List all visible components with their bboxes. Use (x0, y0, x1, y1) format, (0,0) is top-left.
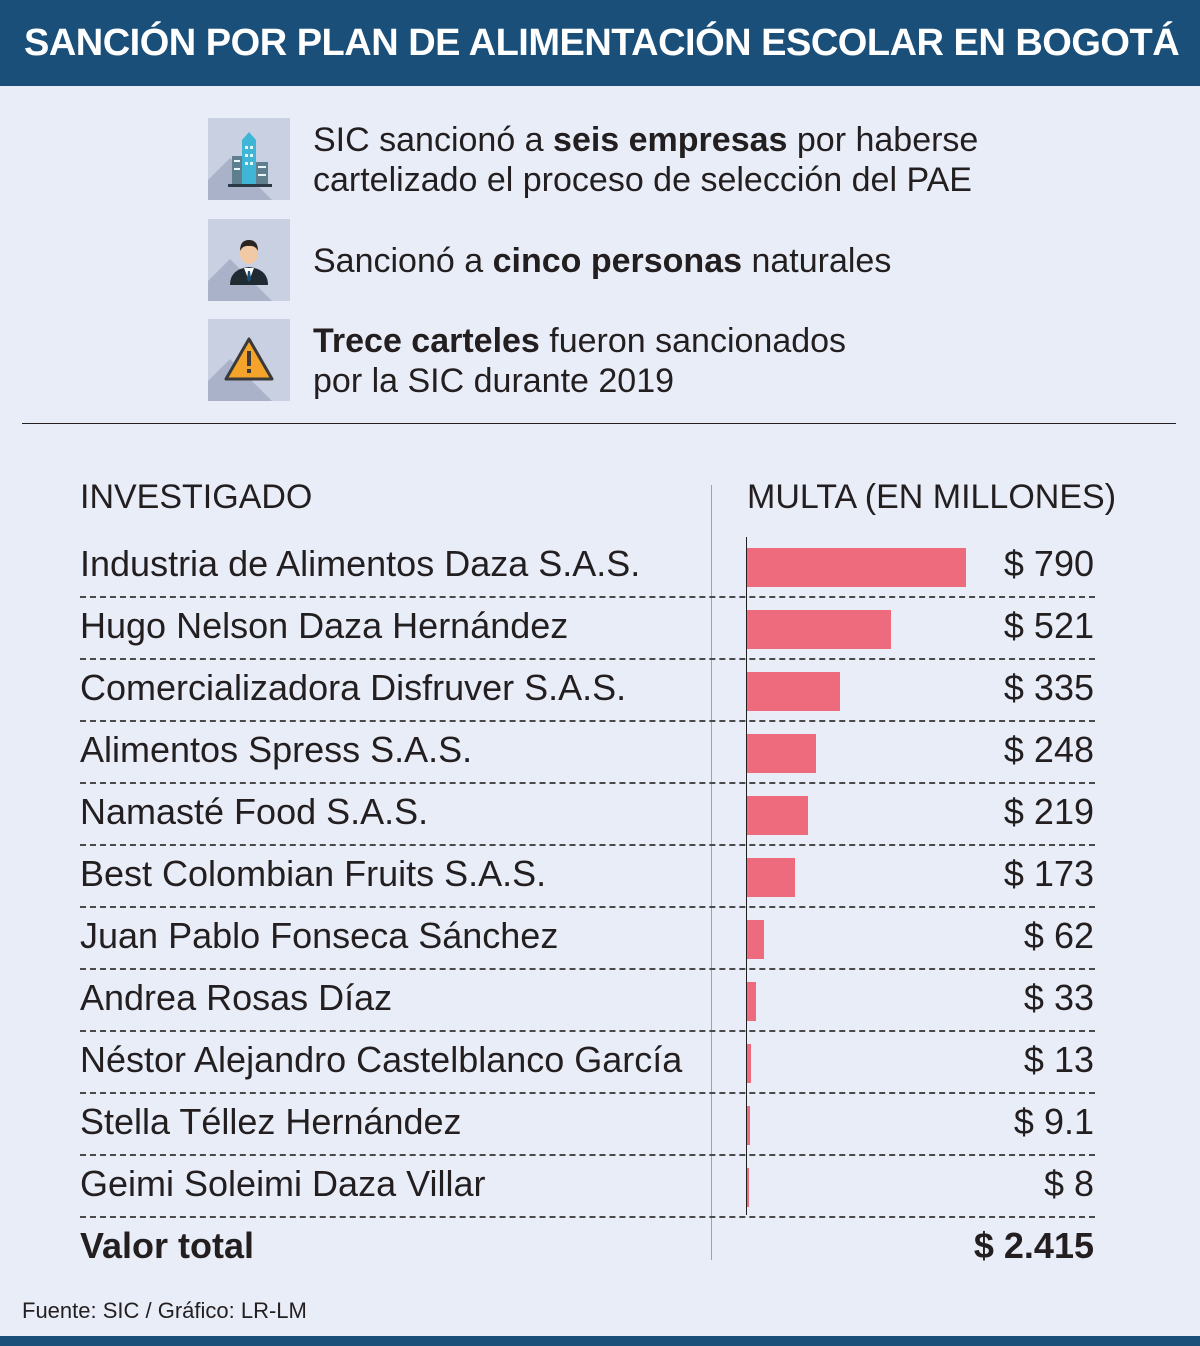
row-divider (80, 1216, 1095, 1218)
value-label: $ 13 (1023, 1039, 1094, 1080)
table-row: Andrea Rosas Díaz $ 33 (0, 971, 1200, 1033)
category-label: Comercializadora Disfruver S.A.S. (80, 667, 627, 708)
bar (747, 1044, 751, 1083)
category-label: Andrea Rosas Díaz (80, 977, 393, 1018)
x-axis-label: INVESTIGADO (80, 478, 313, 516)
value-label: $ 9.1 (1013, 1101, 1094, 1142)
value-label: $ 62 (1023, 915, 1094, 956)
row-divider (80, 720, 1095, 722)
bar (747, 672, 840, 711)
bar (747, 920, 765, 959)
row-divider (80, 596, 1095, 598)
category-label: Juan Pablo Fonseca Sánchez (80, 915, 559, 956)
row-divider (80, 1154, 1095, 1156)
row-divider (80, 844, 1095, 846)
total-label: Valor total (80, 1225, 255, 1266)
bar (747, 734, 816, 773)
value-label: $ 335 (1003, 667, 1094, 708)
table-row: Néstor Alejandro Castelblanco García $ 13 (0, 1033, 1200, 1095)
building-icon (208, 118, 290, 200)
value-label: $ 219 (1003, 791, 1094, 832)
table-row: Geimi Soleimi Daza Villar $ 8 (0, 1157, 1200, 1219)
fact-text: Sancionó a cinco personas naturales (313, 242, 892, 280)
row-divider (80, 906, 1095, 908)
table-row: Comercializadora Disfruver S.A.S. $ 335 (0, 661, 1200, 723)
value-label: $ 173 (1003, 853, 1094, 894)
fact-text: Trece carteles fueron sancionados por la… (313, 322, 847, 400)
category-label: Hugo Nelson Daza Hernández (80, 605, 569, 646)
value-label: $ 248 (1003, 729, 1094, 770)
fact-text: SIC sancionó a seis empresas por haberse… (313, 121, 979, 199)
bar (747, 796, 808, 835)
table-row: Alimentos Spress S.A.S. $ 248 (0, 723, 1200, 785)
y-axis-label: MULTA (EN MILLONES) (747, 478, 1117, 516)
value-label: $ 8 (1043, 1163, 1094, 1204)
title-bar: SANCIÓN POR PLAN DE ALIMENTACIÓN ESCOLAR… (0, 0, 1200, 86)
category-label: Namasté Food S.A.S. (80, 791, 429, 832)
bar (747, 610, 892, 649)
bar (747, 858, 795, 897)
value-label: $ 790 (1003, 543, 1094, 584)
section-divider (22, 423, 1176, 424)
table-row: Industria de Alimentos Daza S.A.S. $ 790 (0, 537, 1200, 599)
category-label: Néstor Alejandro Castelblanco García (80, 1039, 683, 1080)
row-divider (80, 968, 1095, 970)
source-note: Fuente: SIC / Gráfico: LR-LM (22, 1298, 307, 1323)
table-row: Hugo Nelson Daza Hernández $ 521 (0, 599, 1200, 661)
row-divider (80, 658, 1095, 660)
value-label: $ 33 (1023, 977, 1094, 1018)
total-value: $ 2.415 (973, 1225, 1094, 1266)
bar (747, 1106, 750, 1145)
table-row: Stella Téllez Hernández $ 9.1 (0, 1095, 1200, 1157)
bar-axis (746, 537, 747, 1215)
table-row: Best Colombian Fruits S.A.S. $ 173 (0, 847, 1200, 909)
category-label: Industria de Alimentos Daza S.A.S. (80, 543, 641, 584)
bar (747, 982, 757, 1021)
category-label: Stella Téllez Hernández (80, 1101, 462, 1142)
category-label: Best Colombian Fruits S.A.S. (80, 853, 547, 894)
category-label: Alimentos Spress S.A.S. (80, 729, 473, 770)
category-label: Geimi Soleimi Daza Villar (80, 1163, 486, 1204)
value-label: $ 521 (1003, 605, 1094, 646)
bar (747, 548, 966, 587)
warning-icon (208, 319, 290, 401)
row-divider (80, 1030, 1095, 1032)
bar (747, 1168, 750, 1207)
table-row: Namasté Food S.A.S. $ 219 (0, 785, 1200, 847)
person-icon (208, 219, 290, 301)
row-divider (80, 1092, 1095, 1094)
page-title: SANCIÓN POR PLAN DE ALIMENTACIÓN ESCOLAR… (24, 22, 1180, 64)
table-row: Juan Pablo Fonseca Sánchez $ 62 (0, 909, 1200, 971)
row-divider (80, 782, 1095, 784)
column-divider (711, 485, 712, 1260)
footer-bar (0, 1336, 1200, 1346)
